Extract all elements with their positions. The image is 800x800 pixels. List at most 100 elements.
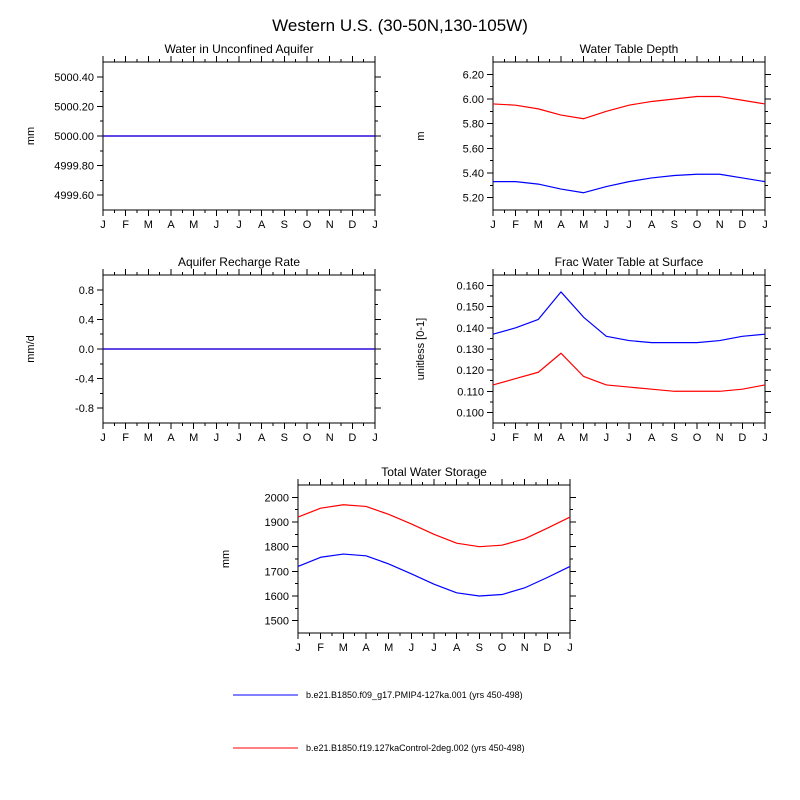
y-axis-label: m [415, 131, 427, 140]
x-tick-label: J [626, 432, 632, 444]
x-tick-label: J [431, 642, 437, 654]
x-tick-label: S [671, 219, 678, 231]
y-tick-label: 0.120 [456, 365, 484, 377]
y-tick-label: 1500 [265, 616, 289, 628]
y-tick-label: -0.8 [75, 403, 94, 415]
y-tick-label: 1900 [265, 517, 289, 529]
y-axis-label: mm [220, 550, 232, 568]
y-tick-label: 0.0 [79, 344, 94, 356]
y-tick-label: 1700 [265, 566, 289, 578]
y-tick-label: 5.20 [463, 193, 484, 205]
x-tick-label: M [384, 642, 393, 654]
x-tick-label: A [362, 642, 370, 654]
x-tick-label: F [512, 219, 519, 231]
y-tick-label: 5.80 [463, 119, 484, 131]
x-tick-label: D [738, 219, 746, 231]
chart-title: Water Table Depth [580, 42, 679, 56]
y-tick-label: 6.20 [463, 69, 484, 81]
x-tick-label: M [534, 219, 543, 231]
x-tick-label: F [122, 219, 129, 231]
x-tick-label: M [189, 432, 198, 444]
x-tick-label: M [189, 219, 198, 231]
x-tick-label: O [693, 219, 702, 231]
y-tick-label: 2000 [265, 492, 289, 504]
x-tick-label: A [258, 219, 266, 231]
x-tick-label: M [579, 219, 588, 231]
series-line-127kaControl-2deg.002 [492, 95, 766, 120]
x-tick-label: J [100, 219, 106, 231]
x-tick-label: N [716, 219, 724, 231]
x-tick-label: A [453, 642, 461, 654]
chart-title: Frac Water Table at Surface [555, 255, 704, 269]
legend-item-pmip4: b.e21.B1850.f09_g17.PMIP4-127ka.001 (yrs… [233, 690, 525, 700]
chart-water-in-unconfined-aquifer: Water in Unconfined Aquifer mm 4999.60 4999… [18, 40, 398, 252]
series-line-127kaControl-2deg.002 [492, 352, 766, 392]
plot-frame [492, 274, 766, 424]
plot-frame [492, 61, 766, 211]
x-tick-label: J [409, 642, 415, 654]
y-tick-label: 1800 [265, 542, 289, 554]
x-tick-label: A [648, 432, 656, 444]
x-tick-label: A [167, 219, 175, 231]
chart-total-water-storage: Total Water Storage mm 1500 1600 1700 1800 190… [213, 463, 593, 675]
x-tick-label: A [648, 219, 656, 231]
x-tick-label: J [490, 432, 496, 444]
chart-frac-water-table-at-surface: Frac Water Table at Surface unitless [0-1… [408, 253, 788, 465]
x-tick-label: F [512, 432, 519, 444]
y-tick-label: 4999.80 [54, 161, 94, 173]
x-tick-label: J [214, 219, 220, 231]
y-tick-label: 0.100 [456, 407, 484, 419]
x-tick-label: S [281, 432, 288, 444]
x-tick-label: M [339, 642, 348, 654]
x-tick-label: J [567, 642, 573, 654]
x-tick-label: J [372, 432, 378, 444]
chart-water-table-depth: Water Table Depth m 5.20 5.40 5.60 5.80 6.00 6.… [408, 40, 788, 252]
x-tick-label: F [122, 432, 129, 444]
legend-line-blue [233, 694, 298, 696]
legend: b.e21.B1850.f09_g17.PMIP4-127ka.001 (yrs… [233, 690, 525, 796]
x-tick-label: O [303, 219, 312, 231]
y-tick-label: 0.8 [79, 285, 94, 297]
x-tick-label: J [295, 642, 301, 654]
x-tick-label: J [762, 219, 768, 231]
x-tick-label: J [100, 432, 106, 444]
x-tick-label: O [498, 642, 507, 654]
x-tick-label: J [214, 432, 220, 444]
y-tick-label: 0.160 [456, 281, 484, 293]
chart-canvas: Total Water Storage mm 1500 1600 1700 1800 190… [220, 465, 576, 654]
x-tick-label: J [604, 219, 610, 231]
y-tick-label: 4999.60 [54, 190, 94, 202]
x-tick-label: S [476, 642, 483, 654]
legend-label-control: b.e21.B1850.f19.127kaControl-2deg.002 (y… [306, 743, 525, 753]
x-tick-label: O [693, 432, 702, 444]
plot-frame [297, 484, 571, 634]
x-tick-label: D [348, 219, 356, 231]
y-tick-label: 5.40 [463, 168, 484, 180]
x-tick-label: J [236, 219, 242, 231]
y-tick-label: 0.130 [456, 344, 484, 356]
x-tick-label: A [557, 219, 565, 231]
x-tick-label: M [534, 432, 543, 444]
chart-title: Water in Unconfined Aquifer [165, 42, 314, 56]
y-tick-label: 5000.00 [54, 131, 94, 143]
x-tick-label: M [144, 219, 153, 231]
y-tick-label: 6.00 [463, 94, 484, 106]
chart-title: Aquifer Recharge Rate [178, 255, 300, 269]
y-axis-label: mm/d [25, 335, 37, 363]
x-tick-label: J [236, 432, 242, 444]
y-tick-label: 5000.20 [54, 101, 94, 113]
page-title: Western U.S. (30-50N,130-105W) [272, 16, 528, 35]
x-tick-label: M [579, 432, 588, 444]
x-tick-label: N [326, 219, 334, 231]
x-tick-label: J [604, 432, 610, 444]
chart-canvas: Aquifer Recharge Rate mm/d -0.8 -0.4 0.0 0.4 0… [25, 255, 381, 444]
chart-aquifer-recharge-rate: Aquifer Recharge Rate mm/d -0.8 -0.4 0.0 0.4 0… [18, 253, 398, 465]
y-axis-label: mm [25, 127, 37, 145]
x-tick-label: N [521, 642, 529, 654]
y-tick-label: 5.60 [463, 143, 484, 155]
y-tick-label: 0.150 [456, 302, 484, 314]
x-tick-label: J [372, 219, 378, 231]
x-tick-label: M [144, 432, 153, 444]
x-tick-label: D [738, 432, 746, 444]
x-tick-label: J [490, 219, 496, 231]
